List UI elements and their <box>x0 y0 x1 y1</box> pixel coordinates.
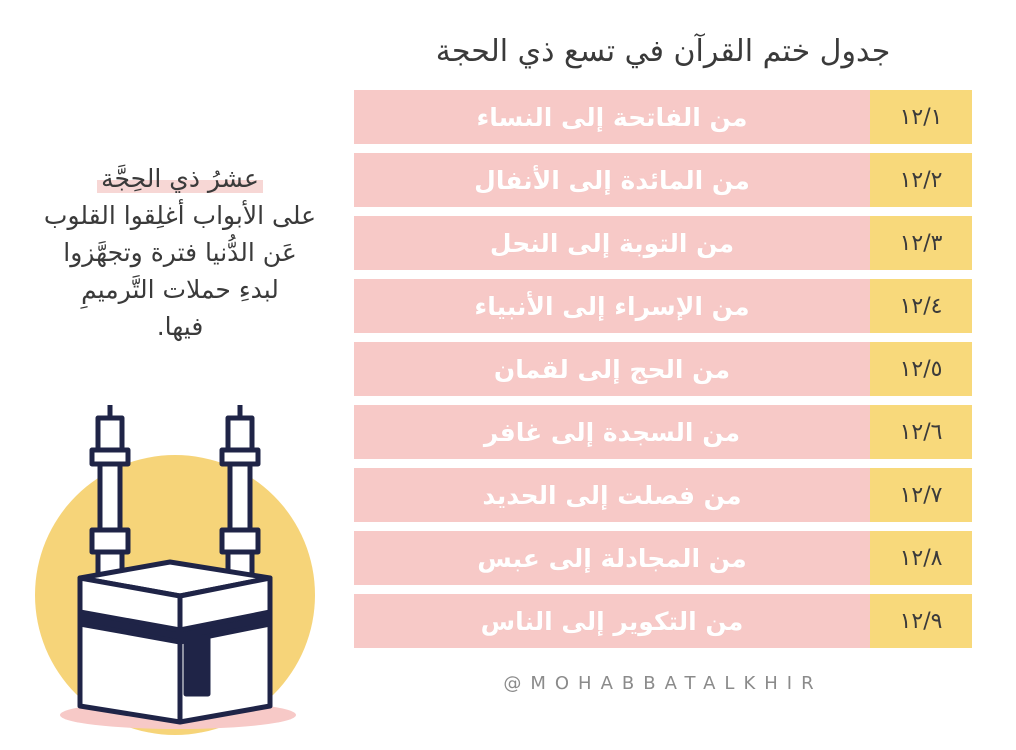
date-cell: ١٢/٩ <box>870 594 972 648</box>
minarets <box>89 405 261 585</box>
date-cell: ١٢/٦ <box>870 405 972 459</box>
kaaba-cube <box>77 559 273 725</box>
reading-range: من السجدة إلى غافر <box>354 405 870 459</box>
schedule-row: من السجدة إلى غافر ١٢/٦ <box>354 405 972 459</box>
schedule-row: من الفاتحة إلى النساء ١٢/١ <box>354 90 972 144</box>
date-cell: ١٢/٥ <box>870 342 972 396</box>
reading-range: من المائدة إلى الأنفال <box>354 153 870 207</box>
schedule-row: من التكوير إلى الناس ١٢/٩ <box>354 594 972 648</box>
schedule-row: من الإسراء إلى الأنبياء ١٢/٤ <box>354 279 972 333</box>
date-cell: ١٢/٧ <box>870 468 972 522</box>
caption-line: لبدءِ حملات التَّرميمِ <box>81 275 279 304</box>
schedule-row: من فصلت إلى الحديد ١٢/٧ <box>354 468 972 522</box>
reading-schedule-table: من الفاتحة إلى النساء ١٢/١ من المائدة إل… <box>354 90 972 654</box>
reading-range: من التوبة إلى النحل <box>354 216 870 270</box>
reading-range: من الحج إلى لقمان <box>354 342 870 396</box>
caption-line: فيها. <box>156 312 204 341</box>
date-cell: ١٢/٨ <box>870 531 972 585</box>
schedule-title: جدول ختم القرآن في تسع ذي الحجة <box>435 33 891 69</box>
date-cell: ١٢/١ <box>870 90 972 144</box>
reading-range: من الإسراء إلى الأنبياء <box>354 279 870 333</box>
caption-heading: عشرُ ذي الحِجَّة <box>97 164 263 193</box>
schedule-row: من المائدة إلى الأنفال ١٢/٢ <box>354 153 972 207</box>
schedule-row: من المجادلة إلى عبس ١٢/٨ <box>354 531 972 585</box>
caption-line: على الأبواب أغلِقوا القلوب <box>43 201 317 230</box>
dhul-hijjah-caption: عشرُ ذي الحِجَّة على الأبواب أغلِقوا الق… <box>20 160 340 345</box>
reading-range: من الفاتحة إلى النساء <box>354 90 870 144</box>
author-handle: @MOHABBATALKHIR <box>503 672 823 694</box>
date-cell: ١٢/٢ <box>870 153 972 207</box>
date-cell: ١٢/٣ <box>870 216 972 270</box>
reading-range: من المجادلة إلى عبس <box>354 531 870 585</box>
caption-line: عَن الدُّنيا فترة وتجهَّزوا <box>63 238 297 267</box>
reading-range: من التكوير إلى الناس <box>354 594 870 648</box>
date-cell: ١٢/٤ <box>870 279 972 333</box>
schedule-row: من التوبة إلى النحل ١٢/٣ <box>354 216 972 270</box>
kaaba-icon <box>35 405 315 735</box>
reading-range: من فصلت إلى الحديد <box>354 468 870 522</box>
schedule-row: من الحج إلى لقمان ١٢/٥ <box>354 342 972 396</box>
